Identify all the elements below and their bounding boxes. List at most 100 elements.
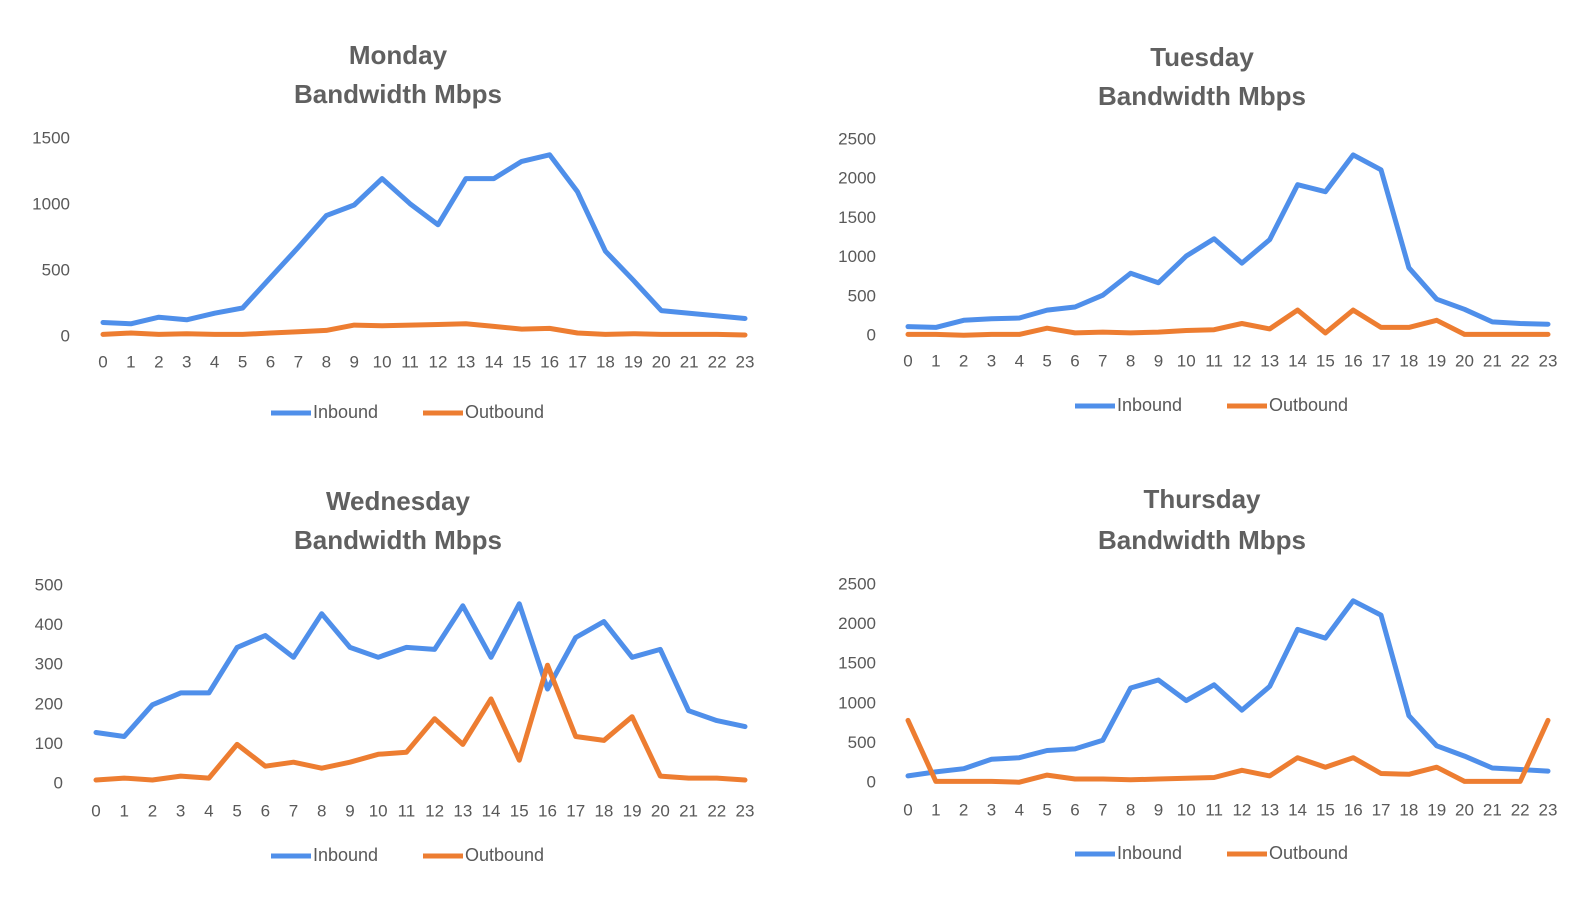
y-tick-label: 500 (848, 286, 876, 305)
legend: Inbound Outbound (1075, 395, 1348, 415)
x-tick-label: 7 (1098, 800, 1107, 819)
chart-title: Bandwidth Mbps (1098, 81, 1306, 111)
x-tick-label: 19 (623, 801, 642, 820)
legend-label-outbound: Outbound (1269, 843, 1348, 863)
x-tick-label: 19 (1427, 351, 1446, 370)
x-tick-label: 16 (1344, 800, 1363, 819)
legend: Inbound Outbound (1075, 843, 1348, 863)
x-tick-label: 10 (369, 801, 388, 820)
x-tick-label: 6 (1070, 351, 1079, 370)
x-tick-label: 1 (931, 351, 940, 370)
x-tick-label: 5 (1042, 800, 1051, 819)
x-tick-label: 18 (594, 801, 613, 820)
x-tick-label: 13 (453, 801, 472, 820)
x-tick-label: 0 (98, 352, 107, 371)
x-tick-label: 14 (1288, 351, 1307, 370)
series-line-outbound (905, 717, 1551, 785)
y-tick-label: 1000 (838, 247, 876, 266)
y-tick-label: 300 (35, 655, 63, 674)
series-line-inbound (905, 598, 1551, 779)
x-tick-label: 14 (482, 801, 501, 820)
y-tick-label: 200 (35, 694, 63, 713)
x-tick-label: 20 (1455, 800, 1474, 819)
legend-label-inbound: Inbound (313, 845, 378, 865)
x-tick-label: 10 (373, 352, 392, 371)
x-tick-label: 7 (1098, 351, 1107, 370)
series-line-outbound (905, 307, 1551, 338)
legend-label-outbound: Outbound (465, 845, 544, 865)
x-tick-label: 8 (317, 801, 326, 820)
y-tick-label: 1000 (838, 693, 876, 712)
y-tick-label: 1000 (32, 194, 70, 213)
x-tick-label: 12 (428, 352, 447, 371)
x-tick-label: 5 (1042, 351, 1051, 370)
x-tick-label: 19 (624, 352, 643, 371)
x-tick-label: 23 (1539, 800, 1558, 819)
x-tick-label: 10 (1177, 800, 1196, 819)
x-tick-label: 20 (651, 801, 670, 820)
series-line-outbound (100, 321, 748, 338)
y-tick-label: 2000 (838, 614, 876, 633)
x-tick-label: 0 (903, 351, 912, 370)
x-tick-label: 22 (708, 352, 727, 371)
x-tick-label: 4 (204, 801, 213, 820)
x-tick-label: 22 (1511, 351, 1530, 370)
x-tick-label: 11 (1205, 800, 1223, 819)
x-tick-label: 9 (1154, 800, 1163, 819)
x-tick-label: 3 (987, 800, 996, 819)
x-tick-label: 22 (707, 801, 726, 820)
legend-label-inbound: Inbound (1117, 843, 1182, 863)
x-tick-label: 21 (680, 352, 699, 371)
x-tick-label: 3 (987, 351, 996, 370)
x-tick-label: 21 (1483, 800, 1502, 819)
x-tick-label: 10 (1177, 351, 1196, 370)
x-tick-label: 0 (903, 800, 912, 819)
series-line-inbound (93, 601, 748, 739)
x-tick-label: 23 (736, 352, 755, 371)
series-line-outbound (93, 662, 748, 783)
x-tick-label: 18 (1399, 800, 1418, 819)
x-tick-label: 13 (456, 352, 475, 371)
x-tick-label: 8 (1126, 351, 1135, 370)
x-tick-label: 12 (1232, 351, 1251, 370)
x-tick-label: 21 (679, 801, 698, 820)
x-tick-label: 4 (210, 352, 219, 371)
x-tick-label: 13 (1260, 351, 1279, 370)
x-tick-label: 6 (261, 801, 270, 820)
x-tick-label: 0 (91, 801, 100, 820)
chart-wednesday: Wednesday Bandwidth Mbps 0 100 200 300 400 500 0… (35, 486, 755, 865)
y-tick-label: 500 (848, 733, 876, 752)
x-tick-label: 11 (401, 352, 419, 371)
x-tick-label: 19 (1427, 800, 1446, 819)
x-tick-label: 15 (1316, 800, 1335, 819)
chart-title: Tuesday (1150, 42, 1254, 72)
legend-label-inbound: Inbound (1117, 395, 1182, 415)
x-tick-label: 16 (540, 352, 559, 371)
x-tick-label: 9 (345, 801, 354, 820)
x-tick-label: 23 (1539, 351, 1558, 370)
x-tick-label: 7 (294, 352, 303, 371)
x-tick-label: 6 (1070, 800, 1079, 819)
x-tick-label: 2 (148, 801, 157, 820)
x-tick-label: 16 (538, 801, 557, 820)
y-tick-label: 1500 (838, 208, 876, 227)
x-tick-label: 17 (568, 352, 587, 371)
series-line-inbound (100, 152, 748, 327)
x-tick-label: 20 (1455, 351, 1474, 370)
legend-label-inbound: Inbound (313, 402, 378, 422)
x-tick-label: 8 (1126, 800, 1135, 819)
x-tick-label: 12 (1232, 800, 1251, 819)
x-tick-label: 11 (1205, 351, 1223, 370)
x-tick-label: 6 (266, 352, 275, 371)
x-tick-label: 9 (1154, 351, 1163, 370)
x-tick-label: 21 (1483, 351, 1502, 370)
chart-title: Wednesday (326, 486, 471, 516)
y-tick-label: 500 (42, 260, 70, 279)
x-tick-label: 8 (322, 352, 331, 371)
y-tick-label: 1500 (838, 654, 876, 673)
x-tick-label: 16 (1344, 351, 1363, 370)
